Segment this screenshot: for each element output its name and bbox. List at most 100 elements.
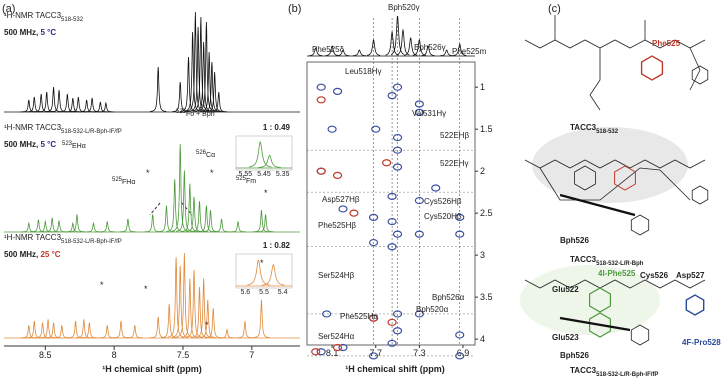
star: * bbox=[200, 102, 204, 112]
projection-peak bbox=[453, 43, 467, 56]
spectrum-peak bbox=[197, 21, 215, 112]
peak-label: Ser524Hα bbox=[318, 332, 355, 341]
text-part: TACC3 bbox=[570, 366, 597, 375]
cross-peak bbox=[371, 125, 381, 133]
cross-peak bbox=[382, 159, 392, 167]
cross-peak bbox=[431, 184, 441, 192]
text-part: 518-532-L/R-Bph-IF/fP bbox=[61, 129, 122, 135]
spectrum-peak bbox=[181, 278, 199, 338]
residue-label: Bph526 bbox=[560, 351, 589, 360]
spectrum-peak bbox=[112, 320, 130, 339]
text-part: Glu523 bbox=[552, 333, 579, 342]
peak-label: Phe525Hβ bbox=[318, 221, 356, 230]
panel-label: (a) bbox=[2, 3, 15, 15]
cross-peak bbox=[322, 310, 332, 318]
cross-peak bbox=[338, 205, 348, 213]
spectrum-peak bbox=[203, 61, 221, 112]
cross-peak bbox=[414, 108, 424, 116]
y-tick-label: 2 bbox=[480, 166, 485, 176]
spectrum-peak bbox=[68, 214, 86, 233]
text-part: Phe525 bbox=[652, 39, 681, 48]
inset-peak bbox=[258, 154, 281, 168]
spectrum-peak bbox=[99, 325, 116, 339]
cross-peak bbox=[316, 167, 326, 175]
cross-peak bbox=[311, 348, 321, 356]
cross-peak bbox=[392, 83, 403, 91]
cross-peak bbox=[338, 343, 348, 352]
annotation: 525Fo + Bph bbox=[176, 109, 215, 118]
annotation: 525FHα bbox=[112, 177, 135, 186]
cross-peak bbox=[387, 243, 397, 251]
peak-label: Ser524Hβ bbox=[318, 271, 355, 280]
text-part: Fo + Bph bbox=[186, 111, 215, 118]
projection-peak bbox=[325, 45, 339, 56]
text-part: 518-532-L/R-Bph-IF/fP bbox=[61, 239, 122, 245]
cross-peak bbox=[392, 327, 403, 335]
spectrum-label: ¹H-NMR TACC3518-532 bbox=[4, 11, 84, 23]
star: * bbox=[264, 188, 268, 198]
bond bbox=[554, 15, 701, 111]
spectrum-label: ¹H-NMR TACC3518-532-L/R-Bph-IF/fP bbox=[4, 233, 122, 245]
peak-label: 522EHγ bbox=[440, 159, 468, 168]
structure-name: TACC3518-532-L/R-Bph bbox=[570, 255, 644, 267]
residue-label: Phe525 bbox=[652, 39, 681, 48]
cross-peak bbox=[414, 230, 424, 238]
projection-peak bbox=[421, 45, 435, 56]
projection-peak bbox=[309, 47, 323, 57]
spectrum-peak bbox=[206, 71, 223, 112]
peak-label: Cys520Hβ bbox=[424, 212, 462, 221]
cross-peak bbox=[387, 318, 397, 326]
cross-peak bbox=[387, 91, 397, 100]
annotation: 523EHα bbox=[62, 141, 86, 150]
spectrum-peak bbox=[149, 66, 167, 112]
bond bbox=[574, 165, 596, 191]
x-tick-label: 8.5 bbox=[39, 350, 52, 360]
residue-label: 4F-Pro528 bbox=[682, 338, 721, 347]
cross-peak bbox=[316, 96, 326, 104]
y-tick-label: 1 bbox=[480, 82, 485, 92]
cross-peak bbox=[368, 213, 379, 221]
inset-ratio: 1 : 0.49 bbox=[263, 123, 291, 132]
text-part: 5 °C bbox=[40, 140, 56, 149]
spectrum-peak bbox=[253, 209, 270, 233]
text-part: Bph526 bbox=[560, 351, 589, 360]
bond bbox=[524, 159, 706, 169]
spectrum-peak bbox=[119, 218, 137, 233]
spectrum-label: ¹H-NMR TACC3518-532-L/R-Bph-IF/fP bbox=[4, 123, 122, 135]
bond bbox=[589, 287, 611, 313]
shade bbox=[532, 127, 688, 203]
cross-peak bbox=[414, 100, 424, 108]
y-tick-label: 2.5 bbox=[480, 208, 493, 218]
y-tick-label: 1.5 bbox=[480, 124, 493, 134]
text-part: ¹H-NMR TACC3 bbox=[4, 11, 62, 20]
text-part: Fm bbox=[246, 178, 256, 185]
inset-peak bbox=[248, 141, 272, 168]
text-part: EHα bbox=[72, 143, 86, 150]
spectrum-peak bbox=[20, 221, 37, 233]
projection-peak bbox=[440, 49, 454, 57]
spectrum-peak bbox=[229, 221, 247, 233]
x-tick-label: 8 bbox=[112, 350, 117, 360]
peak-label: 522EHβ bbox=[440, 131, 469, 140]
spectrum-peak bbox=[126, 325, 144, 339]
cross-peak bbox=[316, 83, 326, 91]
text-part: Asp527 bbox=[676, 271, 705, 280]
bond bbox=[559, 193, 636, 217]
cross-peak bbox=[455, 331, 465, 339]
text-part: 500 MHz, bbox=[4, 28, 40, 37]
peak-label: Val531Hγ bbox=[412, 109, 446, 118]
text-part: Bph526 bbox=[560, 236, 589, 245]
text-part: 500 MHz, bbox=[4, 250, 40, 259]
spectrum-peak bbox=[189, 26, 207, 112]
conditions: 500 MHz, 5 °C bbox=[4, 28, 56, 37]
text-part: 4F-Pro528 bbox=[682, 338, 721, 347]
x-tick-label: 8.1 bbox=[326, 348, 339, 358]
cross-peak bbox=[392, 163, 403, 171]
cross-peak bbox=[368, 238, 379, 247]
spectrum-peak bbox=[92, 101, 109, 113]
text-part: 518-532-L/R-Bph bbox=[596, 261, 644, 267]
peak-label: Cys526Hβ bbox=[424, 197, 462, 206]
cross-peak bbox=[392, 310, 403, 318]
bond bbox=[559, 316, 631, 332]
spectrum-peak bbox=[198, 205, 215, 233]
